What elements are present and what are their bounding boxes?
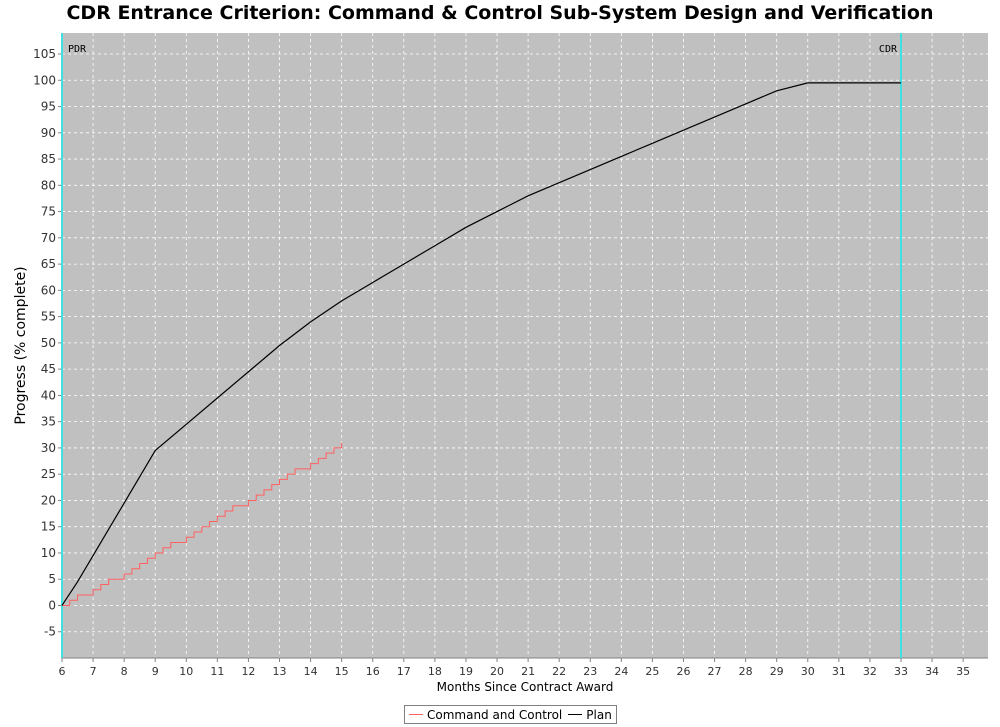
x-tick-label: 11 (210, 665, 224, 678)
y-tick-label: 25 (41, 467, 56, 481)
x-tick-label: 8 (121, 665, 128, 678)
legend-item-plan: Plan (568, 708, 612, 722)
y-tick-label: 50 (41, 336, 56, 350)
x-tick-label: 10 (179, 665, 193, 678)
x-tick-label: 18 (428, 665, 442, 678)
legend-label: Command and Control (427, 707, 563, 722)
series-lines (61, 82, 901, 606)
x-tick-label: 24 (614, 665, 628, 678)
x-tick-label: 28 (739, 665, 753, 678)
y-tick-label: 90 (41, 126, 56, 140)
milestone-markers: PDR CDR (61, 33, 902, 658)
legend-item-command-and-control: Command and Control (409, 708, 562, 722)
y-tick-label: 40 (41, 388, 56, 402)
y-tick-label: 65 (41, 257, 56, 271)
y-tick-label: 60 (41, 283, 56, 297)
y-tick-label: 35 (41, 415, 56, 429)
x-tick-label: 9 (152, 665, 159, 678)
legend-label: Plan (586, 707, 612, 722)
x-tick-label: 34 (925, 665, 939, 678)
x-tick-label: 13 (273, 665, 287, 678)
milestone-label-cdr: CDR (879, 44, 898, 55)
y-tick-label: -5 (44, 625, 56, 639)
x-tick-label: 23 (583, 665, 597, 678)
x-tick-label: 15 (335, 665, 349, 678)
x-tick-label: 32 (863, 665, 877, 678)
y-tick-label: 5 (48, 572, 56, 586)
y-tick-label: 85 (41, 152, 56, 166)
x-tick-label: 20 (490, 665, 504, 678)
x-tick-label: 22 (552, 665, 566, 678)
y-tick-label: 105 (33, 47, 56, 61)
y-axis-label: Progress (% complete) (13, 266, 29, 424)
x-tick-label: 26 (676, 665, 690, 678)
y-tick-label: 80 (41, 178, 56, 192)
x-tick-label: 33 (894, 665, 908, 678)
x-tick-label: 31 (832, 665, 846, 678)
y-tick-label: 75 (41, 205, 56, 219)
x-tick-label: 29 (770, 665, 784, 678)
chart-title: CDR Entrance Criterion: Command & Contro… (66, 2, 934, 24)
x-tick-label: 17 (397, 665, 411, 678)
milestone-label-pdr: PDR (68, 44, 87, 55)
x-tick-label: 30 (801, 665, 815, 678)
x-tick-label: 7 (90, 665, 97, 678)
plot-area (62, 33, 988, 658)
y-tick-label: 55 (41, 310, 56, 324)
y-tick-label: 70 (41, 231, 56, 245)
legend-swatch (568, 714, 583, 715)
x-tick-label: 35 (956, 665, 970, 678)
y-tick-label: 95 (41, 100, 56, 114)
legend: Command and Control Plan (404, 705, 617, 724)
x-tick-label: 19 (459, 665, 473, 678)
x-tick-label: 6 (59, 665, 66, 678)
y-tick-label: 0 (48, 598, 56, 612)
x-tick-label: 12 (241, 665, 255, 678)
y-tick-label: 10 (41, 546, 56, 560)
y-tick-label: 100 (33, 73, 56, 87)
series-line-plan (61, 82, 901, 606)
grid (61, 33, 988, 658)
y-tick-label: 20 (41, 493, 56, 507)
y-tick-label: 30 (41, 441, 56, 455)
legend-swatch (409, 714, 423, 715)
series-line-command-and-control (62, 442, 343, 606)
x-tick-label: 27 (708, 665, 722, 678)
x-axis-label: Months Since Contract Award (437, 680, 614, 694)
y-tick-label: 45 (41, 362, 56, 376)
x-tick-label: 21 (521, 665, 535, 678)
x-tick-label: 25 (645, 665, 659, 678)
y-tick-label: 15 (41, 520, 56, 534)
x-tick-label: 16 (366, 665, 380, 678)
x-tick-label: 14 (304, 665, 318, 678)
